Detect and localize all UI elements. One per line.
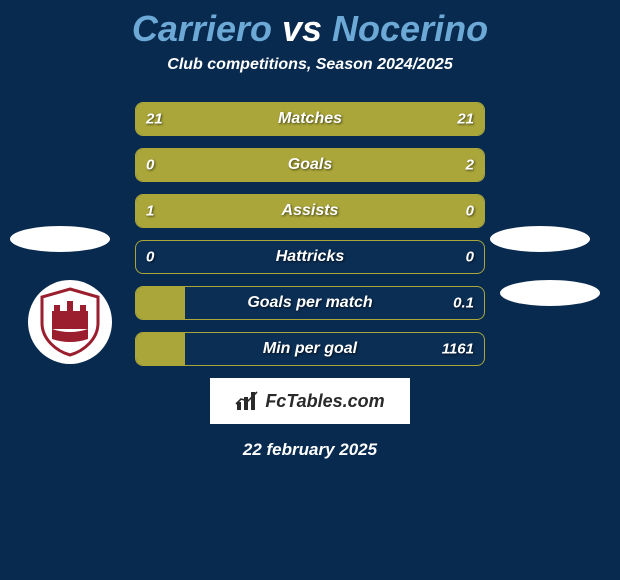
stat-value-right: 0.1 (453, 295, 474, 312)
stage: 21Matches21 0Goals2 1Assists0 0Hattricks0 Go… (0, 102, 620, 366)
chart-icon (235, 390, 261, 412)
stat-row: Goals per match0.1 (135, 286, 485, 320)
stat-row: 1Assists0 (135, 194, 485, 228)
stat-fill-right (310, 103, 484, 135)
stat-row: 0Hattricks0 (135, 240, 485, 274)
stat-row: Min per goal1161 (135, 332, 485, 366)
stat-bars: 21Matches21 0Goals2 1Assists0 0Hattricks0 Go… (135, 102, 485, 366)
stat-row: 21Matches21 (135, 102, 485, 136)
stat-fill-left (136, 195, 484, 227)
club-crest (28, 280, 112, 364)
stat-label: Min per goal (136, 340, 484, 358)
stat-value-right: 1161 (442, 341, 474, 358)
subtitle: Club competitions, Season 2024/2025 (0, 56, 620, 74)
stat-value-right: 0 (466, 249, 474, 266)
stat-fill-left (136, 287, 185, 319)
title-vs: vs (282, 8, 322, 49)
stat-label: Hattricks (136, 248, 484, 266)
team-marker-right-mid (500, 280, 600, 306)
stat-row: 0Goals2 (135, 148, 485, 182)
title: Carriero vs Nocerino (0, 8, 620, 50)
source-logo: FcTables.com (210, 378, 410, 424)
player2-name: Nocerino (332, 8, 488, 49)
stat-fill-right (136, 149, 484, 181)
stat-fill-left (136, 333, 185, 365)
source-logo-text: FcTables.com (265, 391, 384, 412)
comparison-card: Carriero vs Nocerino Club competitions, … (0, 0, 620, 580)
stat-label: Goals per match (136, 294, 484, 312)
stat-value-left: 0 (146, 249, 154, 266)
shield-icon (38, 287, 102, 357)
team-marker-right-top (490, 226, 590, 252)
snapshot-date: 22 february 2025 (0, 440, 620, 460)
team-marker-left-top (10, 226, 110, 252)
player1-name: Carriero (132, 8, 272, 49)
stat-fill-left (136, 103, 310, 135)
